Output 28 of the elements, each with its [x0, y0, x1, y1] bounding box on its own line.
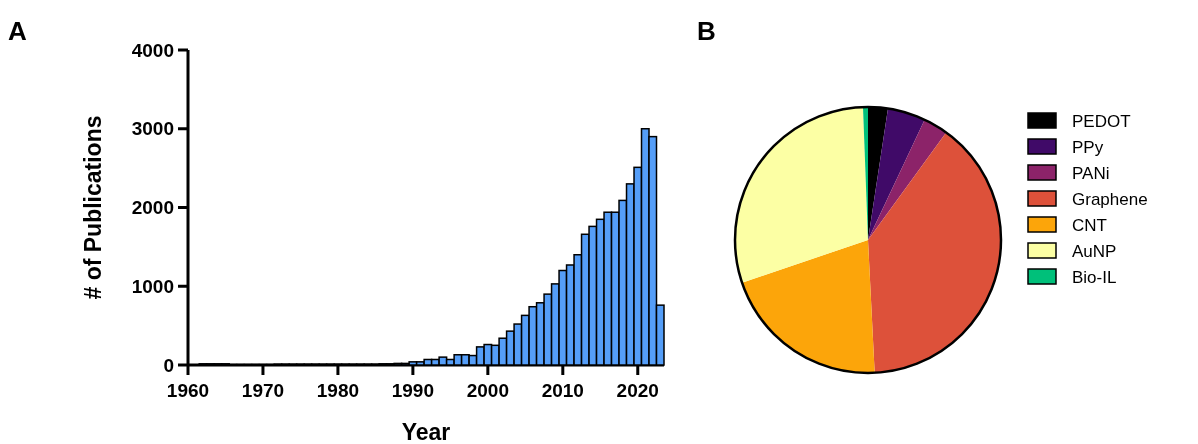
x-tick-label: 1960 [166, 380, 210, 401]
legend-label: Bio-IL [1072, 267, 1117, 287]
pie-slice [868, 119, 947, 240]
x-tick-label: 1980 [316, 380, 360, 401]
x-tick-label: 2010 [541, 380, 584, 401]
pie-slice [868, 132, 1001, 373]
x-tick-label: 2000 [466, 380, 509, 401]
pie-slice [735, 107, 868, 283]
pie-slice [742, 240, 875, 373]
pie-slice [868, 108, 925, 240]
legend-label: PEDOT [1072, 111, 1131, 131]
y-tick-label: 4000 [131, 39, 174, 61]
y-tick-label: 0 [163, 354, 174, 376]
legend-label: CNT [1072, 215, 1107, 235]
x-tick-label: 1990 [391, 380, 435, 401]
legend-label: PPy [1072, 137, 1104, 157]
y-tick-label: 2000 [131, 197, 174, 219]
legend-label: AuNP [1072, 241, 1117, 261]
y-tick-label: 1000 [131, 275, 174, 297]
y-tick-label: 3000 [131, 118, 174, 140]
chart-title: A [8, 16, 27, 46]
y-axis-title: # of Publications [80, 115, 106, 300]
chart-title: B [697, 16, 716, 46]
legend-label: PANi [1072, 163, 1110, 183]
x-axis-title: Year [401, 419, 451, 444]
x-tick-label: 2020 [616, 380, 659, 401]
x-tick-label: 1970 [241, 380, 285, 401]
legend-label: Graphene [1072, 189, 1148, 209]
